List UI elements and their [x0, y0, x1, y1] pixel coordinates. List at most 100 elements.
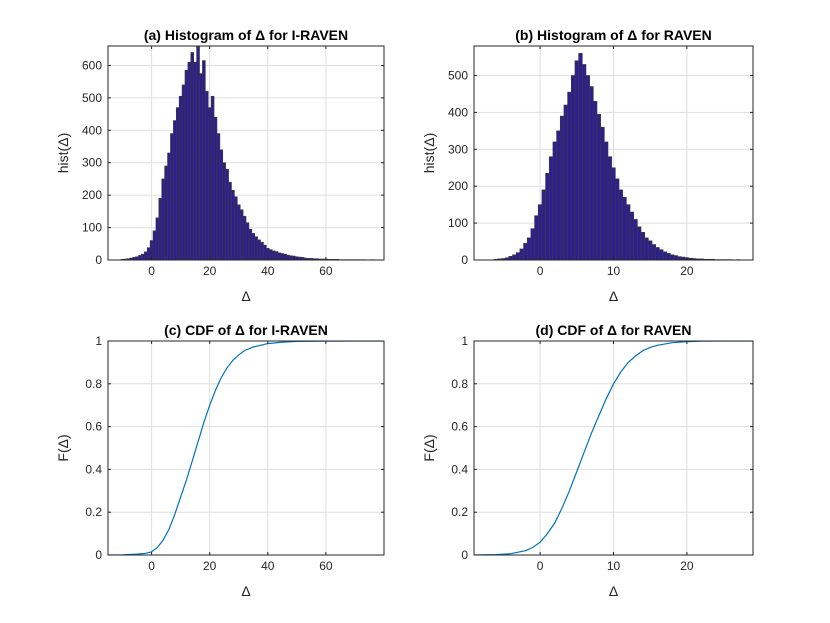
x-axis-label: Δ — [609, 583, 618, 599]
histogram-bar — [271, 250, 276, 260]
histogram-bar — [640, 232, 646, 260]
y-tick-label: 100 — [82, 221, 102, 235]
plot-area — [108, 341, 384, 555]
x-tick-label: 10 — [607, 264, 621, 278]
y-tick-label: 0.6 — [85, 420, 102, 434]
histogram-bar — [207, 107, 212, 260]
histogram-bar — [245, 222, 250, 260]
x-tick-label: 40 — [261, 559, 275, 573]
histogram-bar — [164, 165, 168, 260]
y-tick-label: 0.4 — [85, 462, 102, 476]
plot-area — [474, 341, 753, 555]
histogram-bar — [673, 255, 679, 260]
histogram-bar — [523, 243, 528, 260]
x-tick-label: 20 — [203, 559, 217, 573]
y-tick-label: 600 — [82, 58, 102, 72]
histogram-bar — [292, 255, 296, 260]
histogram-bar — [155, 217, 160, 260]
histogram-bar — [175, 107, 180, 260]
histogram-bar — [257, 239, 261, 260]
histogram-bar — [138, 255, 142, 260]
histogram-bar — [515, 252, 521, 260]
y-tick-label: 1 — [461, 334, 468, 348]
histogram-bar — [173, 120, 177, 260]
histogram-bar — [585, 75, 590, 260]
histogram-bar — [545, 172, 550, 260]
histogram-bar — [231, 189, 235, 260]
y-axis-label: hist(Δ) — [421, 133, 437, 173]
histogram-bar — [222, 162, 226, 260]
histogram-bar — [236, 204, 241, 260]
x-tick-label: 40 — [261, 264, 275, 278]
histogram-bar — [589, 86, 594, 260]
histogram-bar — [196, 46, 200, 260]
histogram-bar — [526, 237, 532, 260]
histogram-bar — [670, 254, 675, 260]
histogram-bar — [277, 252, 282, 260]
histogram-bar — [548, 156, 554, 260]
histogram-bar — [519, 248, 524, 260]
histogram-bar — [637, 226, 642, 260]
plot-area — [120, 46, 375, 260]
histogram-bar — [283, 253, 287, 260]
y-tick-label: 100 — [448, 216, 468, 230]
y-axis-label: F(Δ) — [421, 434, 437, 461]
y-tick-label: 0.8 — [85, 377, 102, 391]
histogram-bar — [651, 244, 657, 260]
histogram-bar — [596, 113, 601, 260]
x-tick-label: 0 — [148, 264, 155, 278]
y-tick-label: 300 — [82, 156, 102, 170]
histogram-bar — [593, 101, 598, 260]
x-tick-label: 0 — [148, 559, 155, 573]
histogram-bar — [289, 255, 293, 260]
x-tick-label: 20 — [680, 264, 694, 278]
histogram-bar — [248, 228, 253, 260]
histogram-bar — [268, 249, 273, 260]
panel-title-a: (a) Histogram of Δ for I-RAVEN — [144, 27, 348, 43]
y-tick-label: 400 — [82, 123, 102, 137]
histogram-bar — [552, 141, 557, 260]
histogram-bar — [648, 240, 653, 260]
x-tick-label: 20 — [203, 264, 217, 278]
histogram-bar — [574, 60, 579, 260]
histogram-bar — [563, 104, 568, 260]
panel-c-cdf-iraven: 0 20 40 60 0 0.2 0.4 0.6 0.8 1 (c) CDF of Δ for I-… — [55, 322, 385, 599]
histogram-bar — [629, 211, 634, 260]
histogram-bar — [615, 178, 620, 260]
x-tick-label: 60 — [319, 264, 333, 278]
x-axis-label: Δ — [241, 583, 250, 599]
y-tick-label: 0.2 — [451, 505, 468, 519]
y-tick-label: 0.8 — [451, 377, 468, 391]
histogram-bar — [581, 64, 587, 260]
histogram-bar — [141, 253, 145, 260]
histogram-bar — [239, 209, 244, 260]
cdf-line — [108, 341, 384, 555]
y-tick-label: 0 — [461, 253, 468, 267]
histogram-bar — [167, 152, 171, 260]
histogram-bar — [607, 156, 612, 260]
y-tick-label: 500 — [448, 69, 468, 83]
histogram-bar — [210, 95, 215, 260]
histogram-bar — [600, 126, 605, 260]
histogram-bar — [570, 75, 576, 260]
histogram-bar — [286, 254, 290, 260]
histogram-bar — [251, 233, 256, 260]
histogram-bar — [274, 251, 279, 260]
y-tick-label: 200 — [448, 179, 468, 193]
x-tick-label: 0 — [537, 264, 544, 278]
y-tick-label: 0 — [95, 548, 102, 562]
axes-frame — [107, 340, 385, 556]
histogram-bar — [158, 198, 163, 260]
panel-title-c: (c) CDF of Δ for I-RAVEN — [164, 322, 328, 338]
histogram-bar — [662, 251, 668, 260]
histogram-bar — [213, 117, 218, 260]
histogram-bar — [559, 115, 565, 260]
x-tick-label: 20 — [680, 559, 694, 573]
histogram-bar — [655, 247, 660, 260]
histogram-bar — [146, 247, 151, 260]
histogram-bar — [184, 70, 189, 260]
histogram-bar — [530, 228, 535, 260]
histogram-bar — [666, 253, 671, 260]
x-tick-label: 60 — [319, 559, 333, 573]
